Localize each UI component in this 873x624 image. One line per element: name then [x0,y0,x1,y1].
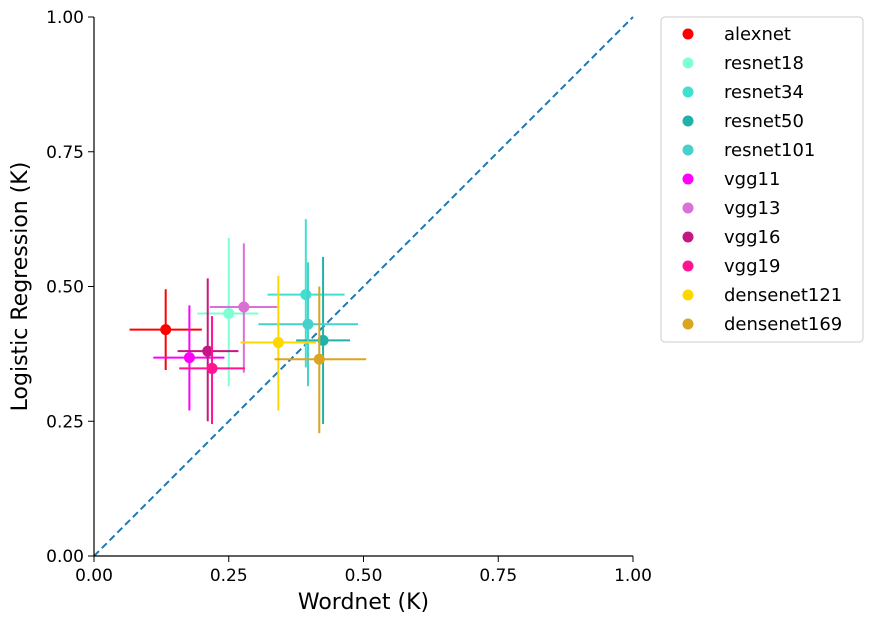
data-point [202,345,214,357]
legend-label: densenet169 [724,314,842,335]
series-vgg13 [209,243,278,373]
data-point [317,334,329,346]
data-point [183,352,195,364]
data-point [272,337,284,349]
ticks: 0.00 0.25 0.50 0.75 1.00 0.00 0.25 0.50 0.75 1.00 [46,8,652,586]
legend-label: vgg16 [724,227,780,248]
legend-entry: vgg19 [682,256,780,277]
legend-entry: alexnet [682,24,791,45]
y-axis-title: Logistic Regression (K) [8,162,33,412]
legend-marker [682,260,694,272]
legend-marker [682,202,694,214]
legend-label: densenet121 [724,285,842,306]
legend-entry: densenet121 [682,285,842,306]
legend-label: resnet34 [724,82,804,103]
legend-marker [682,57,694,69]
data-point [300,289,312,301]
diagonal-reference-line [93,16,634,557]
legend-entry: resnet50 [682,111,804,132]
legend: alexnet resnet18 resnet34 resnet50 resnet101… [660,16,864,343]
legend-frame [660,16,864,343]
series-vgg11 [153,305,225,411]
x-tick-label: 0.50 [345,566,383,586]
legend-entry: vgg13 [682,198,780,219]
series-resnet18 [197,237,259,387]
series-vgg19 [179,316,245,424]
legend-label: vgg13 [724,198,780,219]
plot-area [93,16,634,557]
legend-label: resnet50 [724,111,804,132]
data-point [313,353,325,365]
series-densenet121 [240,275,317,411]
series-resnet101 [258,262,359,387]
legend-entry: resnet34 [682,82,804,103]
legend-marker [682,28,694,40]
y-tick-label: 0.50 [46,278,84,298]
x-tick-label: 0.75 [479,566,517,586]
legend-label: vgg19 [724,256,780,277]
x-tick-label: 0.00 [75,566,113,586]
legend-label: alexnet [724,24,791,45]
legend-marker [682,86,694,98]
y-tick-label: 0.75 [46,143,84,163]
x-tick-label: 0.25 [210,566,248,586]
legend-marker [682,144,694,156]
legend-marker [682,173,694,185]
data-point [238,301,250,313]
data-point [223,307,235,319]
legend-entry: vgg16 [682,227,780,248]
data-point [160,324,172,336]
x-axis-title: Wordnet (K) [298,590,429,615]
legend-entry: resnet18 [682,53,804,74]
legend-label: resnet18 [724,53,804,74]
series-resnet50 [296,256,351,424]
legend-entry: densenet169 [682,314,842,335]
legend-label: resnet101 [724,140,815,161]
data-point [302,318,314,330]
legend-marker [682,231,694,243]
y-tick-label: 0.25 [46,412,84,432]
data-point [206,362,218,374]
legend-marker [682,115,694,127]
series-densenet169 [274,286,367,434]
legend-entry: vgg11 [682,169,780,190]
series-vgg16 [177,278,239,422]
y-tick-label: 0.00 [46,547,84,567]
y-tick-label: 1.00 [46,8,84,28]
x-tick-label: 1.00 [614,566,652,586]
legend-label: vgg11 [724,169,780,190]
legend-entry: resnet101 [682,140,815,161]
legend-marker [682,289,694,301]
legend-marker [682,318,694,330]
